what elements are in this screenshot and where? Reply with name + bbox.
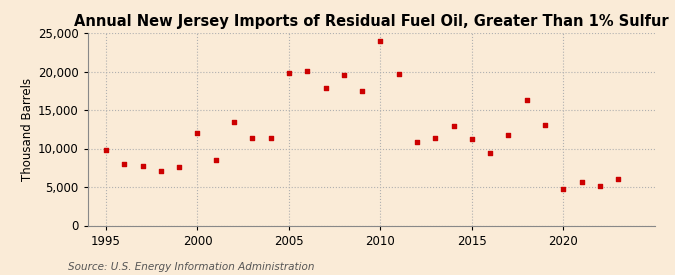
Point: [137, 164, 148, 168]
Point: [173, 165, 184, 169]
Text: Source: U.S. Energy Information Administration: Source: U.S. Energy Information Administ…: [68, 262, 314, 272]
Point: [284, 71, 294, 75]
Point: [430, 136, 441, 140]
Point: [466, 137, 477, 141]
Y-axis label: Thousand Barrels: Thousand Barrels: [21, 78, 34, 181]
Point: [485, 151, 495, 155]
Point: [356, 89, 367, 93]
Point: [338, 73, 349, 78]
Point: [558, 186, 569, 191]
Point: [101, 148, 111, 152]
Point: [302, 68, 313, 73]
Point: [576, 179, 587, 184]
Point: [265, 136, 276, 140]
Point: [155, 169, 166, 173]
Point: [211, 158, 221, 162]
Point: [448, 124, 459, 128]
Point: [595, 184, 605, 188]
Title: Annual New Jersey Imports of Residual Fuel Oil, Greater Than 1% Sulfur: Annual New Jersey Imports of Residual Fu…: [74, 14, 668, 29]
Point: [192, 131, 203, 135]
Point: [521, 98, 532, 102]
Point: [412, 140, 423, 145]
Point: [119, 162, 130, 166]
Point: [229, 119, 240, 124]
Point: [375, 39, 386, 44]
Point: [539, 123, 550, 128]
Point: [247, 136, 258, 140]
Point: [503, 133, 514, 137]
Point: [394, 72, 404, 76]
Point: [613, 176, 624, 181]
Point: [320, 86, 331, 90]
